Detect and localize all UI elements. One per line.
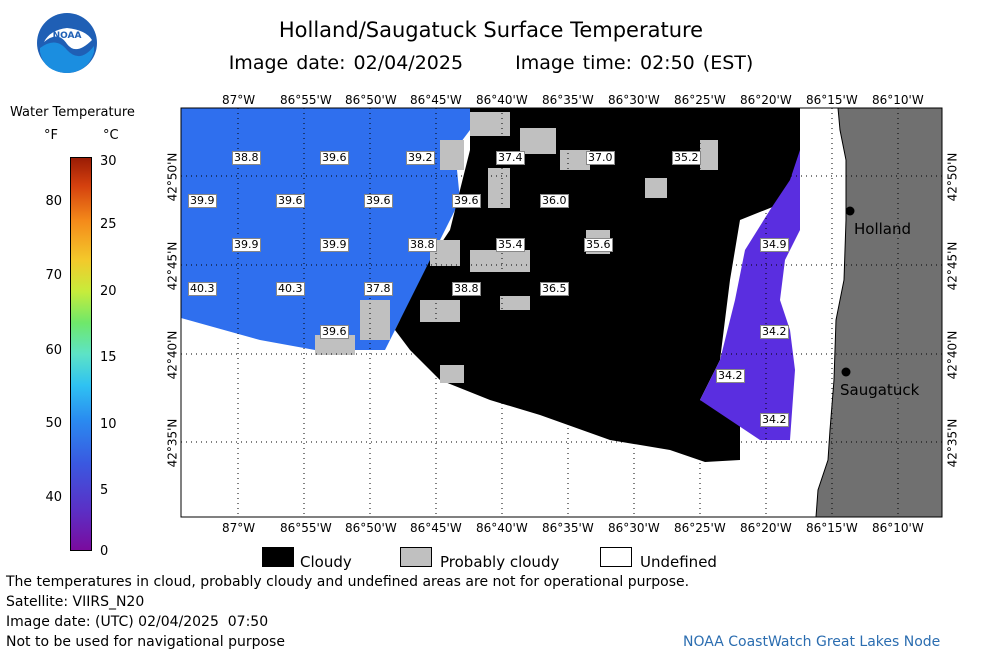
probably-cloudy-label: Probably cloudy [440, 553, 560, 571]
lat-label-right: 42°35'N [945, 418, 960, 468]
image-time: Image time: 02:50 (EST) [515, 52, 754, 74]
lon-label-bottom: 86°10'W [872, 521, 924, 535]
f-tick-label: 60 [45, 343, 62, 358]
disclaimer-text: The temperatures in cloud, probably clou… [6, 574, 690, 590]
temperature-label: 36.0 [540, 194, 569, 208]
c-tick-label: 20 [100, 284, 117, 299]
cold-water-area [700, 150, 800, 440]
lon-label-bottom: 86°20'W [740, 521, 792, 535]
f-tick-label: 50 [45, 416, 62, 431]
holland-marker [845, 206, 855, 216]
temperature-label: 34.2 [716, 369, 745, 383]
temperature-label: 39.2 [406, 151, 435, 165]
undefined-swatch [600, 547, 632, 567]
lon-label-top: 86°25'W [674, 93, 726, 107]
svg-text:NOAA: NOAA [53, 31, 82, 41]
c-tick-label: 30 [100, 154, 117, 169]
lat-label-right: 42°40'N [945, 330, 960, 380]
legend-title: Water Temperature [10, 105, 135, 120]
temperature-label: 34.2 [760, 325, 789, 339]
lon-label-bottom: 86°50'W [345, 521, 397, 535]
lat-label-left: 42°50'N [165, 152, 180, 202]
lon-label-top: 86°20'W [740, 93, 792, 107]
temperature-label: 39.6 [320, 325, 349, 339]
c-tick-label: 25 [100, 217, 117, 232]
f-tick-label: 40 [45, 490, 62, 505]
temperature-label: 39.6 [276, 194, 305, 208]
temperature-label: 38.8 [232, 151, 261, 165]
temperature-label: 37.4 [496, 151, 525, 165]
undefined-label: Undefined [640, 553, 717, 571]
f-tick-label: 80 [45, 194, 62, 209]
temperature-label: 39.6 [364, 194, 393, 208]
temperature-label: 39.9 [320, 238, 349, 252]
c-tick-label: 5 [100, 483, 109, 498]
lat-label-left: 42°45'N [165, 241, 180, 291]
lon-label-bottom: 86°30'W [608, 521, 660, 535]
city-label-holland: Holland [854, 220, 912, 238]
probably-cloudy-swatch [400, 547, 432, 567]
f-tick-label: 70 [45, 268, 62, 283]
lon-label-bottom: 86°55'W [280, 521, 332, 535]
lon-label-bottom: 87°W [222, 521, 256, 535]
c-tick-label: 15 [100, 350, 117, 365]
lat-label-right: 42°50'N [945, 152, 960, 202]
city-label-saugatuck: Saugatuck [840, 381, 920, 399]
temperature-label: 35.6 [584, 238, 613, 252]
lon-label-bottom: 86°15'W [806, 521, 858, 535]
credit-text: NOAA CoastWatch Great Lakes Node [683, 634, 941, 650]
cloudy-label: Cloudy [300, 553, 352, 571]
lon-label-top: 87°W [222, 93, 256, 107]
lon-label-bottom: 86°35'W [542, 521, 594, 535]
temperature-label: 38.8 [408, 238, 437, 252]
temperature-label: 35.2 [672, 151, 701, 165]
navigation-warning: Not to be used for navigational purpose [6, 634, 285, 650]
unit-celsius: °C [103, 128, 119, 143]
lon-label-bottom: 86°25'W [674, 521, 726, 535]
unit-fahrenheit: °F [44, 128, 58, 143]
utc-date-text: Image date: (UTC) 02/04/2025 07:50 [6, 614, 269, 630]
temperature-label: 37.0 [586, 151, 615, 165]
temperature-label: 39.9 [188, 194, 217, 208]
temperature-label: 34.9 [760, 238, 789, 252]
temperature-label: 37.8 [364, 282, 393, 296]
temperature-label: 39.9 [232, 238, 261, 252]
lat-label-left: 42°35'N [165, 418, 180, 468]
satellite-text: Satellite: VIIRS_N20 [6, 594, 145, 610]
saugatuck-marker [841, 367, 851, 377]
lon-label-top: 86°35'W [542, 93, 594, 107]
lon-label-top: 86°50'W [345, 93, 397, 107]
cloudy-swatch [262, 547, 294, 567]
lon-label-top: 86°30'W [608, 93, 660, 107]
temperature-label: 39.6 [452, 194, 481, 208]
temperature-colorbar [70, 157, 92, 551]
temperature-label: 36.5 [540, 282, 569, 296]
probably-cloudy-patches [315, 112, 718, 383]
lon-label-top: 86°45'W [410, 93, 462, 107]
lat-label-left: 42°40'N [165, 330, 180, 380]
warm-water-area [181, 108, 470, 350]
lat-label-right: 42°45'N [945, 241, 960, 291]
temperature-label: 40.3 [188, 282, 217, 296]
c-tick-label: 0 [100, 544, 109, 559]
c-tick-label: 10 [100, 417, 117, 432]
graticule [181, 108, 942, 517]
lon-label-top: 86°15'W [806, 93, 858, 107]
noaa-logo: NOAA [36, 12, 98, 74]
temperature-label: 38.8 [452, 282, 481, 296]
lon-label-top: 86°55'W [280, 93, 332, 107]
temperature-label: 39.6 [320, 151, 349, 165]
lon-label-bottom: 86°40'W [476, 521, 528, 535]
image-date: Image date: 02/04/2025 [228, 52, 464, 74]
map-title: Holland/Saugatuck Surface Temperature [278, 18, 704, 42]
lon-label-top: 86°40'W [476, 93, 528, 107]
temperature-label: 34.2 [760, 413, 789, 427]
temperature-label: 40.3 [276, 282, 305, 296]
map-subtitle: Image date: 02/04/2025 Image time: 02:50… [0, 52, 982, 74]
lon-label-top: 86°10'W [872, 93, 924, 107]
temperature-label: 35.4 [496, 238, 525, 252]
lon-label-bottom: 86°45'W [410, 521, 462, 535]
